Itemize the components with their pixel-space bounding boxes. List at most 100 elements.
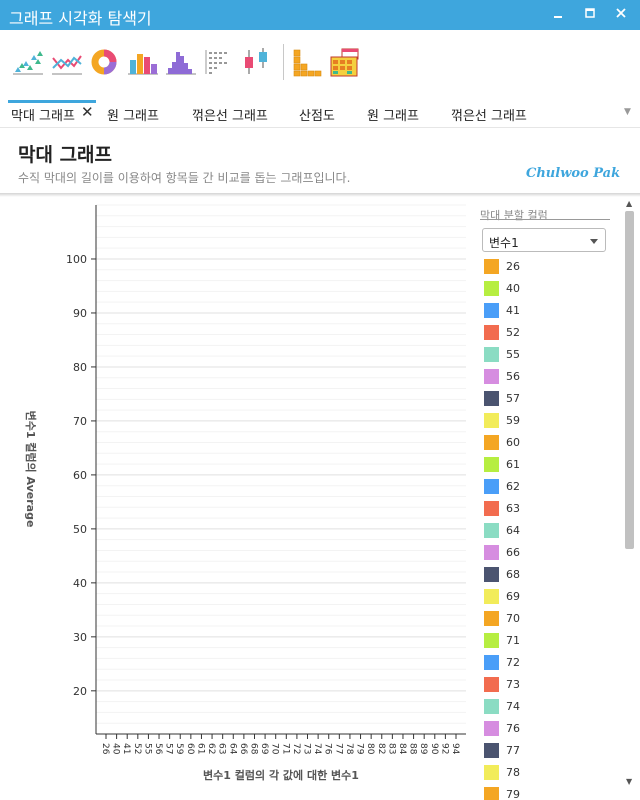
legend-item[interactable]: 71 xyxy=(484,633,594,649)
donut-chart-icon[interactable] xyxy=(88,46,122,78)
x-tick-label: 80 xyxy=(365,743,375,755)
histogram-icon[interactable] xyxy=(164,46,198,78)
legend-item-label: 57 xyxy=(506,392,520,405)
legend-item[interactable]: 26 xyxy=(484,259,594,275)
legend-item[interactable]: 40 xyxy=(484,281,594,297)
legend-item[interactable]: 63 xyxy=(484,501,594,517)
legend-item[interactable]: 59 xyxy=(484,413,594,429)
legend-item[interactable]: 55 xyxy=(484,347,594,363)
scroll-down-icon[interactable]: ▼ xyxy=(626,777,633,786)
toolbar xyxy=(0,30,640,92)
page-title: 막대 그래프 xyxy=(18,144,113,166)
legend-swatch xyxy=(484,787,499,800)
box-plot-icon[interactable] xyxy=(240,46,274,78)
minimize-icon[interactable] xyxy=(549,6,567,24)
legend-item[interactable]: 69 xyxy=(484,589,594,605)
legend-swatch xyxy=(484,303,499,318)
brand-logo: Chulwoo Pak xyxy=(526,166,621,181)
active-tab-indicator xyxy=(8,100,96,103)
tab-pie-chart[interactable]: 원 그래프 xyxy=(107,109,159,124)
window-title: 그래프 시각화 탐색기 xyxy=(9,9,152,28)
legend-item[interactable]: 76 xyxy=(484,721,594,737)
legend-item-label: 52 xyxy=(506,326,520,339)
title-bar: 그래프 시각화 탐색기 xyxy=(0,0,640,30)
legend-swatch xyxy=(484,325,499,340)
legend-item-label: 74 xyxy=(506,700,520,713)
dot-matrix-icon[interactable] xyxy=(202,46,236,78)
close-tab-icon[interactable]: ✕ xyxy=(81,103,94,121)
legend-swatch xyxy=(484,699,499,714)
scroll-up-icon[interactable]: ▲ xyxy=(626,199,633,208)
x-tick-label: 78 xyxy=(344,743,354,755)
legend-item-label: 41 xyxy=(506,304,520,317)
x-tick-label: 63 xyxy=(217,743,227,754)
page-description: 수직 막대의 길이를 이용하여 항목들 간 비교를 돕는 그래프입니다. xyxy=(18,171,351,185)
legend-swatch xyxy=(484,589,499,604)
tab-scatter-plot[interactable]: 산점도 xyxy=(299,109,335,124)
x-tick-label: 92 xyxy=(439,743,449,754)
legend-item[interactable]: 62 xyxy=(484,479,594,495)
legend-item-label: 79 xyxy=(506,788,520,800)
pivot-table-icon[interactable] xyxy=(328,46,362,78)
close-icon[interactable] xyxy=(612,6,630,24)
y-tick-label: 90 xyxy=(73,307,87,320)
tab-line-chart-2[interactable]: 꺾은선 그래프 xyxy=(451,109,527,124)
x-tick-label: 76 xyxy=(323,743,333,755)
legend-item[interactable]: 57 xyxy=(484,391,594,407)
split-column-select[interactable]: 변수1 xyxy=(482,228,606,252)
bar-chart-icon[interactable] xyxy=(126,46,160,78)
maximize-icon[interactable] xyxy=(581,6,599,24)
legend-item[interactable]: 66 xyxy=(484,545,594,561)
legend-item-label: 77 xyxy=(506,744,520,757)
legend-item[interactable]: 61 xyxy=(484,457,594,473)
legend-swatch xyxy=(484,567,499,582)
x-tick-label: 57 xyxy=(164,743,174,754)
tab-divider xyxy=(0,127,640,128)
legend-swatch xyxy=(484,413,499,428)
x-tick-label: 59 xyxy=(174,743,184,755)
tab-line-chart[interactable]: 꺾은선 그래프 xyxy=(192,109,268,124)
x-tick-label: 83 xyxy=(386,743,396,754)
legend-item[interactable]: 64 xyxy=(484,523,594,539)
line-chart-icon[interactable] xyxy=(50,46,84,78)
legend-item[interactable]: 68 xyxy=(484,567,594,583)
legend-swatch xyxy=(484,479,499,494)
tab-pie-chart-2[interactable]: 원 그래프 xyxy=(367,109,419,124)
legend-item[interactable]: 73 xyxy=(484,677,594,693)
legend-item-label: 69 xyxy=(506,590,520,603)
tab-bar-chart[interactable]: 막대 그래프 xyxy=(11,109,75,124)
tab-overflow-icon[interactable]: ▼ xyxy=(624,107,631,117)
chevron-down-icon xyxy=(590,239,598,244)
x-tick-label: 69 xyxy=(259,743,269,755)
legend-item-label: 64 xyxy=(506,524,520,537)
legend-item[interactable]: 52 xyxy=(484,325,594,341)
legend-swatch xyxy=(484,501,499,516)
legend-swatch xyxy=(484,391,499,406)
scatter-chart-icon[interactable] xyxy=(11,46,45,78)
legend-item[interactable]: 74 xyxy=(484,699,594,715)
legend-item[interactable]: 78 xyxy=(484,765,594,781)
legend-item[interactable]: 56 xyxy=(484,369,594,385)
legend-swatch xyxy=(484,633,499,648)
x-tick-label: 71 xyxy=(280,743,290,754)
legend-item[interactable]: 72 xyxy=(484,655,594,671)
legend-item[interactable]: 41 xyxy=(484,303,594,319)
scrollbar-thumb[interactable] xyxy=(625,211,634,549)
legend-swatch xyxy=(484,347,499,362)
legend-item[interactable]: 77 xyxy=(484,743,594,759)
legend-item[interactable]: 70 xyxy=(484,611,594,627)
x-tick-label: 40 xyxy=(111,743,121,755)
legend-item[interactable]: 79 xyxy=(484,787,594,800)
legend-item[interactable]: 60 xyxy=(484,435,594,451)
y-tick-label: 20 xyxy=(73,685,87,698)
x-tick-label: 77 xyxy=(333,743,343,754)
stacked-blocks-icon[interactable] xyxy=(292,46,326,78)
legend-swatch xyxy=(484,611,499,626)
legend-item-label: 72 xyxy=(506,656,520,669)
x-tick-label: 55 xyxy=(142,743,152,754)
x-tick-label: 52 xyxy=(132,743,142,754)
legend-swatch xyxy=(484,435,499,450)
y-tick-label: 80 xyxy=(73,361,87,374)
x-tick-label: 56 xyxy=(153,743,163,755)
y-tick-label: 70 xyxy=(73,415,87,428)
